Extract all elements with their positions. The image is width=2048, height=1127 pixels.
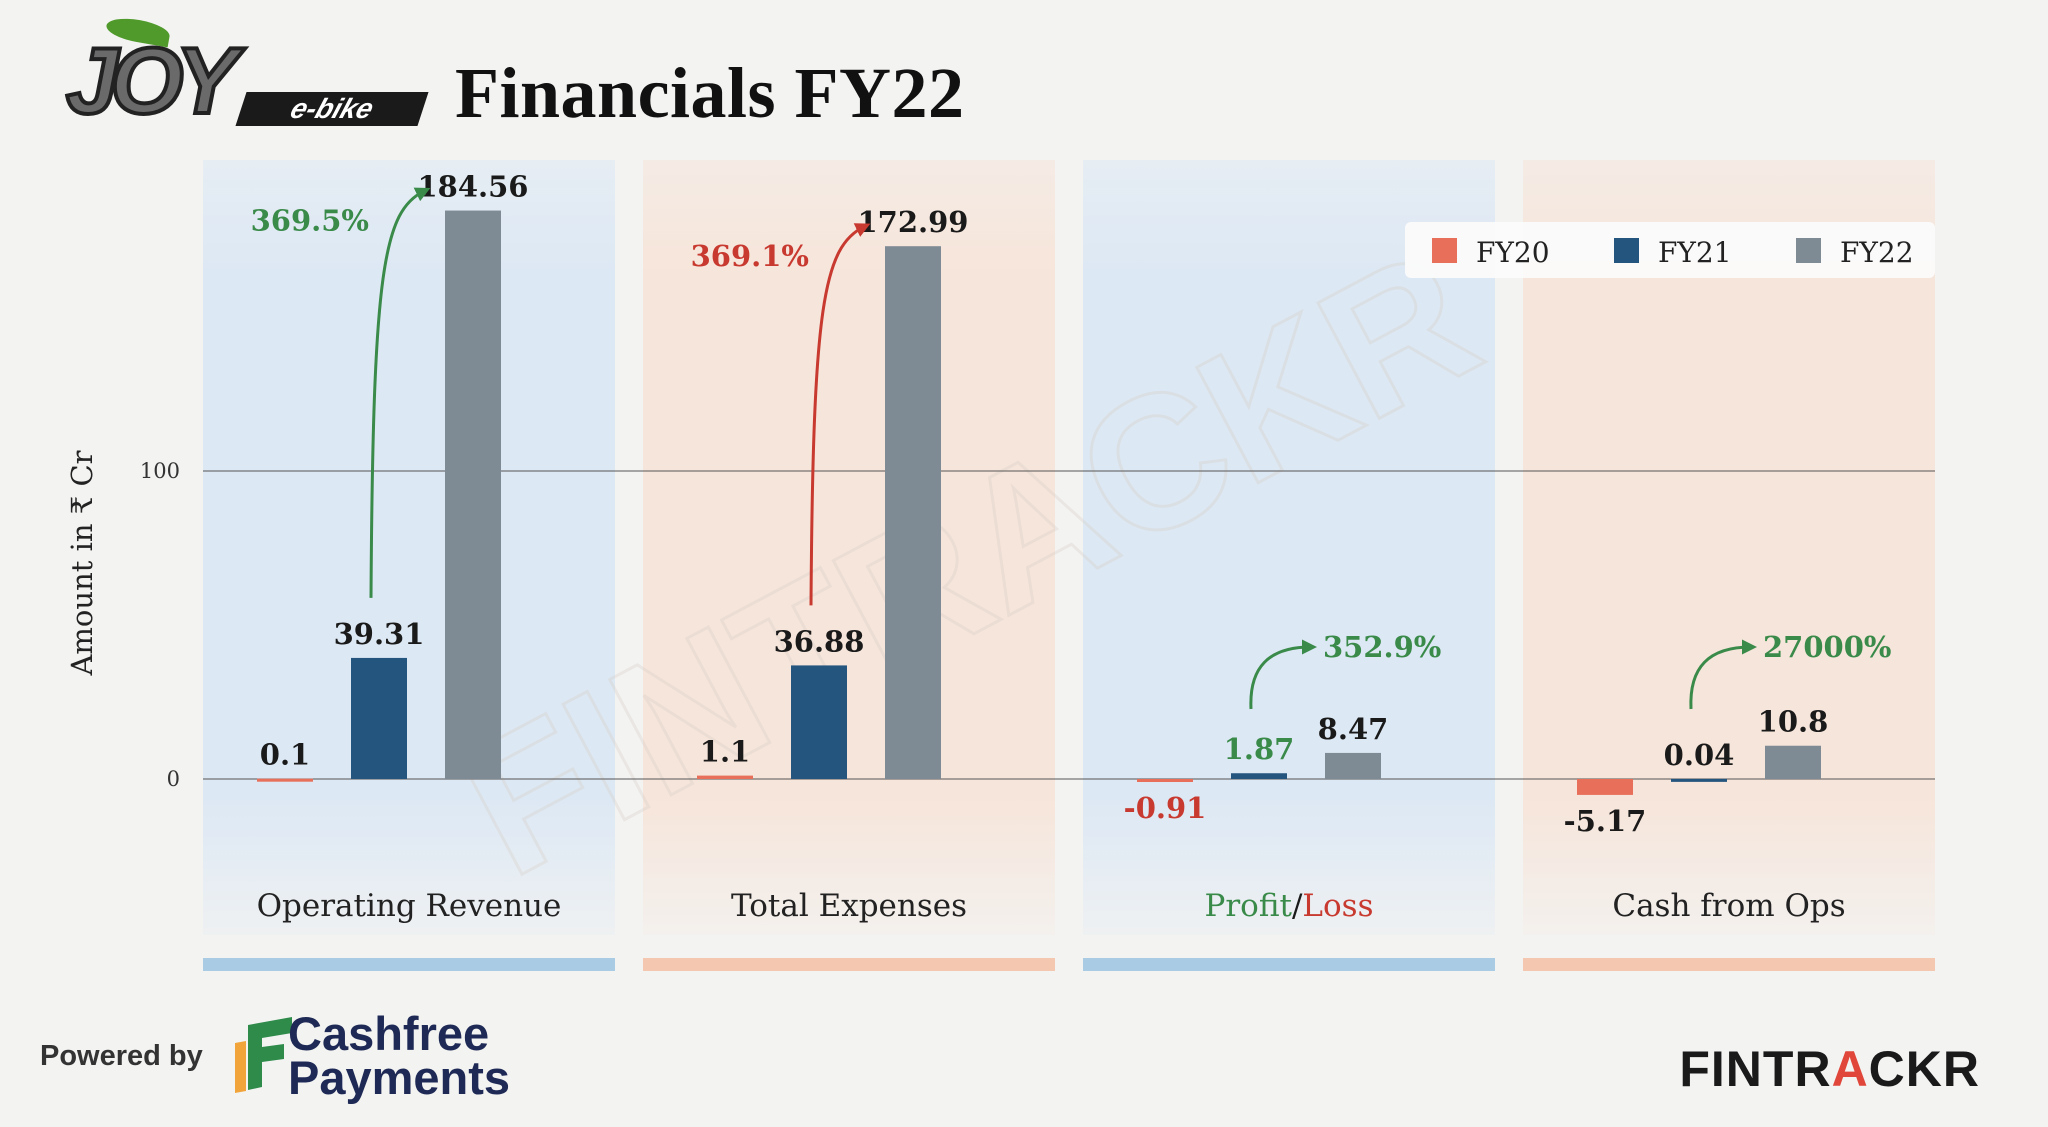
fintrackr-accent-letter: A	[1831, 1041, 1869, 1097]
page-title: Financials FY22	[455, 53, 965, 133]
logo-subtitle: e-bike	[235, 92, 429, 126]
bar-fy20	[257, 778, 313, 782]
panel-accent-strip	[1523, 958, 1935, 971]
growth-label: 27000%	[1763, 630, 1891, 664]
bar-fy21	[351, 657, 407, 779]
data-label: 39.31	[334, 617, 425, 651]
fintrackr-part-2: CKR	[1868, 1041, 1980, 1097]
bar-fy22	[885, 246, 941, 779]
legend-swatch-fy21	[1614, 238, 1639, 263]
bar-fy22	[445, 210, 501, 780]
cashfree-line-2: Payments	[288, 1051, 511, 1104]
panel-accent-strip	[203, 958, 615, 971]
panel-background	[1523, 160, 1935, 935]
legend-label: FY20	[1476, 236, 1550, 269]
growth-arrow	[369, 187, 431, 598]
logo-wordmark: JOY	[64, 28, 240, 133]
data-label: 0.04	[1664, 738, 1735, 772]
data-label: 172.99	[858, 205, 969, 239]
category-group: -0.91 1.87 8.47 Profit/Loss 352.9%	[1124, 630, 1442, 924]
category-label-part: /	[1292, 888, 1303, 924]
panel-background	[643, 160, 1055, 935]
legend-label: FY21	[1658, 236, 1732, 269]
category-label-part: Profit	[1204, 888, 1292, 924]
category-group: -5.17 0.04 10.8 Cash from Ops 27000%	[1564, 630, 1892, 924]
y-axis-label: Amount in ₹ Cr	[65, 450, 99, 676]
legend-swatch-fy20	[1432, 238, 1457, 263]
legend-swatch-fy22	[1796, 238, 1821, 263]
data-label: 8.47	[1318, 712, 1389, 746]
category-group: 0.1 39.31 184.56 Operating Revenue 369.5%	[251, 170, 562, 924]
category-label: Total Expenses	[731, 888, 967, 924]
data-label: 1.87	[1224, 732, 1295, 766]
powered-by-label: Powered by	[40, 1040, 203, 1072]
data-label: -0.91	[1124, 791, 1207, 825]
data-label: -5.17	[1564, 804, 1647, 838]
fintrackr-part-1: FINTR	[1679, 1041, 1832, 1097]
panel-accent-strip	[1083, 958, 1495, 971]
bar-fy20	[1137, 779, 1193, 782]
category-label: Cash from Ops	[1612, 888, 1845, 924]
bar-fy22	[1325, 752, 1381, 779]
panel-background	[1083, 160, 1495, 935]
cashfree-wordmark: Cashfree Payments	[288, 1007, 511, 1104]
legend-label: FY22	[1840, 236, 1914, 269]
bar-fy20	[697, 775, 753, 779]
data-label: 10.8	[1758, 705, 1829, 739]
cashfree-logo-icon	[235, 1017, 292, 1093]
bar-fy22	[1765, 745, 1821, 779]
fintrackr-logo: FINTRACKR	[1679, 1040, 1980, 1098]
data-label: 0.1	[260, 738, 310, 772]
bar-fy21	[1231, 773, 1287, 779]
growth-arrow	[1689, 639, 1757, 710]
data-label: 184.56	[418, 170, 529, 204]
growth-arrow	[809, 223, 871, 606]
category-label: Operating Revenue	[257, 888, 562, 924]
panel-background	[203, 160, 615, 935]
bar-fy21	[791, 665, 847, 779]
growth-arrow	[1249, 639, 1317, 710]
data-label: 1.1	[700, 735, 750, 769]
bar-fy21	[1671, 778, 1727, 782]
growth-label: 352.9%	[1323, 630, 1441, 664]
y-tick-label: 0	[167, 767, 180, 791]
data-label: 36.88	[774, 624, 865, 658]
legend-box	[1405, 222, 1935, 278]
bar-fy20	[1577, 779, 1633, 795]
panel-accent-strip	[643, 958, 1055, 971]
joy-ebike-logo: JOY e-bike	[64, 14, 429, 140]
growth-label: 369.1%	[691, 239, 809, 273]
y-tick-label: 100	[140, 459, 180, 483]
growth-label: 369.5%	[251, 204, 369, 238]
category-group: 1.1 36.88 172.99 Total Expenses 369.1%	[691, 205, 969, 924]
category-label: Profit/Loss	[1204, 888, 1373, 924]
category-label-part: Loss	[1302, 888, 1373, 924]
cashfree-line-1: Cashfree	[288, 1007, 490, 1060]
legend: FY20 FY21 FY22	[1405, 222, 1935, 278]
